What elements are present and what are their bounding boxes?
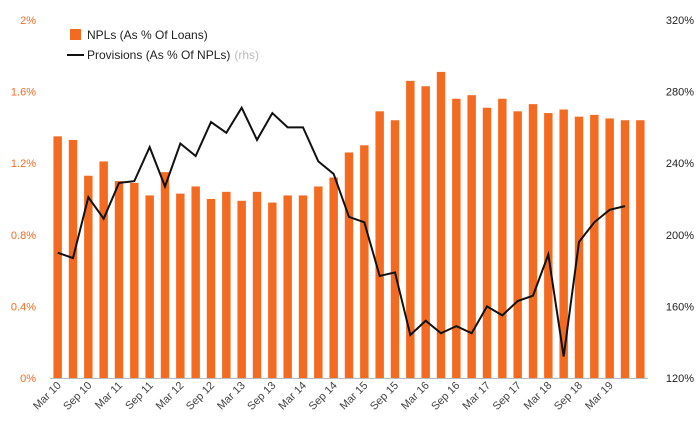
x-tick-label: Mar 16 [399, 380, 432, 413]
right-y-axis: 120% 160% 200% 240% 280% 320% [666, 15, 694, 385]
npl-bar [176, 193, 185, 378]
right-tick-label: 280% [666, 87, 694, 99]
x-tick-label: Mar 19 [583, 380, 616, 413]
x-tick-label: Mar 17 [460, 380, 493, 413]
npl-bar [436, 71, 446, 378]
right-tick-label: 200% [666, 230, 694, 242]
npl-bar [482, 107, 492, 379]
x-tick-label: Mar 14 [276, 380, 309, 413]
npl-bar [298, 195, 308, 378]
npl-bar [513, 111, 522, 378]
left-tick-label: 0% [20, 373, 36, 385]
npl-bar [360, 145, 369, 378]
npl-bar [498, 98, 507, 378]
npl-bar [590, 114, 599, 379]
left-tick-label: 0.4% [11, 301, 36, 313]
x-tick-label: Sep 10 [61, 380, 94, 413]
legend: NPLs (As % Of Loans) Provisions (As % Of… [67, 28, 259, 62]
x-tick-label: Sep 11 [123, 380, 156, 413]
npl-bar [283, 195, 292, 378]
x-tick-label: Mar 11 [93, 380, 125, 412]
npl-bar [344, 152, 354, 378]
left-tick-label: 0.8% [11, 230, 36, 242]
legend-npl-label: NPLs (As % Of Loans) [87, 28, 208, 42]
left-tick-label: 2% [20, 15, 36, 27]
npl-bar [636, 120, 645, 379]
legend-provisions-label-main: Provisions (As % Of NPLs) [87, 48, 230, 62]
npl-bar [252, 191, 262, 378]
x-tick-label: Sep 16 [429, 380, 462, 413]
npl-bar [84, 175, 93, 378]
npl-bar [421, 86, 430, 378]
npl-bar [528, 104, 538, 378]
legend-provisions-suffix: (rhs) [234, 48, 259, 62]
npl-bar [452, 98, 461, 378]
right-tick-label: 320% [666, 15, 694, 27]
right-tick-label: 240% [666, 158, 694, 170]
npl-bar [314, 186, 323, 378]
npl-bar [145, 195, 154, 378]
npl-bar [544, 113, 553, 378]
npl-bar [620, 120, 630, 379]
x-tick-label: Mar 12 [154, 380, 187, 413]
left-tick-label: 1.2% [11, 158, 36, 170]
x-tick-label: Mar 15 [338, 380, 371, 413]
x-tick-label: Sep 15 [368, 380, 401, 413]
npl-bar [99, 161, 108, 378]
npl-bar [222, 191, 231, 378]
npl-bar [559, 109, 568, 378]
x-tick-label: Sep 12 [184, 380, 217, 413]
npl-bar [375, 111, 384, 378]
npl-bar [206, 199, 216, 378]
npl-bar [605, 118, 614, 378]
legend-npl-swatch [70, 29, 81, 40]
right-tick-label: 160% [666, 301, 694, 313]
npl-bar [114, 181, 124, 378]
x-tick-label: Mar 18 [522, 380, 555, 413]
x-tick-label: Sep 17 [491, 380, 524, 413]
x-tick-label: Sep 18 [552, 380, 585, 413]
npl-bar [191, 186, 200, 378]
npl-bar [390, 120, 400, 379]
npl-bar [53, 136, 62, 378]
npl-bars [53, 71, 645, 379]
provisions-line-layer [57, 105, 626, 357]
npl-bar [160, 172, 170, 378]
npl-bar [130, 182, 139, 378]
left-tick-label: 1.6% [11, 87, 36, 99]
x-tick-label: Sep 13 [245, 380, 278, 413]
npl-bar [329, 177, 338, 378]
npl-bar [268, 202, 277, 378]
right-tick-label: 120% [666, 373, 694, 385]
npl-bar [406, 80, 415, 379]
left-y-axis: 0% 0.4% 0.8% 1.2% 1.6% 2% [11, 15, 36, 385]
npl-bar [237, 200, 246, 378]
x-tick-label: Sep 14 [307, 380, 340, 413]
provisions-line [57, 105, 626, 357]
x-tick-label: Mar 13 [215, 380, 248, 413]
legend-provisions-label: Provisions (As % Of NPLs) (rhs) [87, 48, 259, 62]
npl-bar [467, 95, 476, 379]
